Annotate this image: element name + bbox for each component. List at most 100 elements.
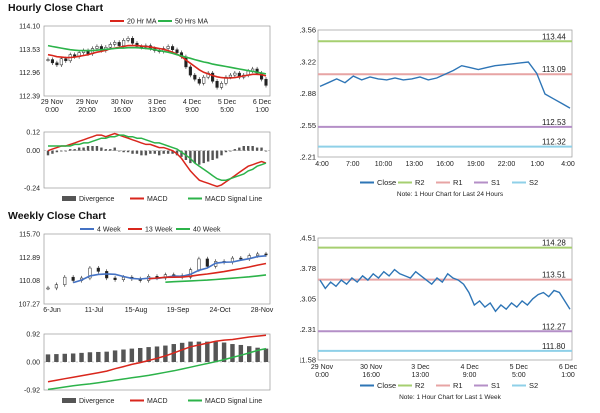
candle-body	[197, 78, 201, 84]
divergence-bar	[46, 150, 50, 156]
x-tick-label: 11-Jul	[85, 307, 104, 314]
divergence-bar	[77, 147, 81, 151]
divergence-bar	[104, 149, 108, 151]
candle-body	[113, 42, 117, 45]
legend-label: 20 Hr MA	[127, 19, 157, 26]
legend-label: 40 Week	[193, 227, 221, 234]
candle-body	[193, 74, 197, 80]
divergence-bar	[109, 149, 112, 151]
candle-body	[233, 72, 237, 76]
y-tick-label: 113.22	[300, 57, 316, 66]
divergence-bar	[126, 150, 130, 153]
divergence-bar	[86, 146, 90, 151]
close-line	[319, 61, 571, 109]
divergence-bar	[242, 146, 245, 151]
divergence-bar	[255, 347, 260, 362]
legend-label: S1	[491, 381, 500, 390]
divergence-bar	[247, 146, 250, 151]
divergence-bar	[260, 147, 263, 151]
weekly-macd-chart: 0.92 0.00 -0.92 Divergence MACD MACD Signal L…	[24, 332, 271, 405]
x-tick-label: 30 Nov 16:00	[111, 99, 134, 114]
divergence-bar	[129, 348, 135, 362]
candle-body	[219, 83, 224, 88]
legend-label: MACD Signal Line	[205, 196, 262, 203]
divergence-bar	[196, 341, 202, 362]
ma-line-ma40	[165, 274, 267, 283]
divergence-bar	[220, 150, 223, 156]
hourly-section-title: Hourly Close Chart	[8, 2, 104, 14]
x-tick-label: 29 Nov 0:00	[311, 364, 334, 379]
chart-note: Note: 1 Hour Chart for Last 24 Hours	[397, 191, 504, 198]
y-tick-label: 0.92	[26, 332, 40, 339]
divergence-bar	[51, 150, 54, 154]
y-tick-label: 114.10	[19, 24, 40, 31]
y-tick-label: 115.70	[19, 232, 40, 239]
legend-label: 50 Hrs MA	[175, 19, 208, 26]
y-tick-label: 112.39	[19, 94, 40, 101]
divergence-bar	[180, 150, 183, 157]
candle-body	[122, 40, 126, 46]
divergence-bar	[166, 150, 170, 154]
divergence-bar	[121, 349, 126, 362]
y-tick-label: -0.92	[24, 388, 40, 395]
divergence-bar	[96, 351, 101, 362]
legend-label: 4 Week	[97, 227, 121, 234]
pivot-level-label: 112.32	[542, 138, 566, 147]
x-tick-label: 3 Dec 13:00	[411, 364, 430, 379]
divergence-bar	[215, 150, 219, 159]
chart-note: Note: 1 Hour Chart for Last 1 Week	[399, 394, 502, 401]
divergence-bar	[70, 353, 76, 362]
divergence-bar	[229, 150, 232, 152]
plot-frame	[43, 25, 271, 97]
divergence-bar	[131, 150, 134, 154]
y-tick-label: 113.05	[300, 295, 316, 304]
candle-body	[126, 38, 130, 41]
candle-body	[88, 267, 92, 279]
y-tick-label: 107.27	[19, 302, 41, 309]
y-tick-label: 111.58	[300, 356, 316, 365]
divergence-bar	[91, 146, 94, 151]
divergence-bar	[251, 146, 254, 151]
legend-label: R1	[453, 381, 463, 390]
legend-label: 13 Week	[145, 227, 173, 234]
divergence-bar	[122, 150, 125, 153]
weekly-candle-chart: 115.70 112.89 110.08 107.276-Jun 11-Jul 15-Au…	[19, 227, 274, 315]
candle-body	[99, 46, 103, 51]
x-tick-label: 4 Dec 9:00	[460, 364, 479, 379]
divergence-bar	[87, 352, 93, 362]
legend-label: R2	[415, 381, 425, 390]
divergence-bar	[73, 149, 76, 151]
divergence-bar	[230, 344, 235, 362]
pivot-level-label: 113.09	[542, 65, 566, 74]
divergence-bar	[154, 346, 160, 362]
divergence-bar	[100, 147, 103, 151]
macd-signal-line	[47, 347, 267, 391]
divergence-bar	[179, 342, 185, 362]
pivot-level-label: 111.80	[542, 342, 566, 351]
hourly-macd-chart: 0.12 0.00 -0.24 Divergence MACD MACD Signal L…	[24, 130, 271, 203]
legend-label: MACD Signal Line	[205, 398, 262, 405]
x-tick-label: 7:00	[346, 161, 360, 168]
divergence-bar	[95, 146, 99, 151]
plot-frame	[43, 131, 271, 189]
legend-swatch	[62, 398, 76, 403]
candle-body	[202, 76, 206, 84]
y-tick-label: 112.96	[19, 70, 40, 77]
y-tick-label: 110.08	[19, 278, 40, 285]
candle-body	[108, 44, 112, 48]
divergence-bar	[202, 150, 205, 164]
divergence-bar	[55, 150, 59, 153]
candle-body	[59, 58, 63, 66]
plot-frame	[43, 233, 271, 305]
x-tick-label: 13:00	[405, 161, 423, 168]
candle-body	[95, 46, 99, 49]
y-tick-label: 112.21	[300, 153, 316, 162]
divergence-bar	[193, 150, 197, 164]
legend-label: MACD	[147, 196, 168, 203]
x-tick-label: 16:00	[436, 161, 454, 168]
y-tick-label: 113.53	[19, 47, 40, 54]
candle-body	[264, 253, 268, 256]
legend-label: S2	[529, 178, 538, 187]
divergence-bar	[82, 147, 85, 151]
